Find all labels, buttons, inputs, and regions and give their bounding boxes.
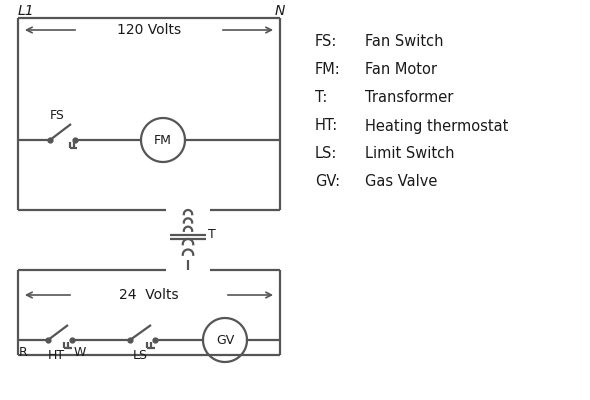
Text: FS: FS [50, 109, 65, 122]
Text: LS: LS [133, 349, 148, 362]
Text: FM:: FM: [315, 62, 341, 78]
Text: L1: L1 [18, 4, 35, 18]
Text: W: W [74, 346, 86, 359]
Text: GV: GV [216, 334, 234, 346]
Text: Gas Valve: Gas Valve [365, 174, 437, 190]
Text: 120 Volts: 120 Volts [117, 23, 181, 37]
Text: Fan Switch: Fan Switch [365, 34, 444, 50]
Text: T: T [208, 228, 216, 242]
Text: HT: HT [47, 349, 64, 362]
Text: Fan Motor: Fan Motor [365, 62, 437, 78]
Text: T:: T: [315, 90, 327, 106]
Text: Limit Switch: Limit Switch [365, 146, 454, 162]
Text: R: R [19, 346, 28, 359]
Text: FM: FM [154, 134, 172, 146]
Text: LS:: LS: [315, 146, 337, 162]
Text: 24  Volts: 24 Volts [119, 288, 179, 302]
Text: FS:: FS: [315, 34, 337, 50]
Text: Transformer: Transformer [365, 90, 453, 106]
Text: Heating thermostat: Heating thermostat [365, 118, 509, 134]
Text: GV:: GV: [315, 174, 340, 190]
Text: N: N [275, 4, 285, 18]
Text: HT:: HT: [315, 118, 338, 134]
